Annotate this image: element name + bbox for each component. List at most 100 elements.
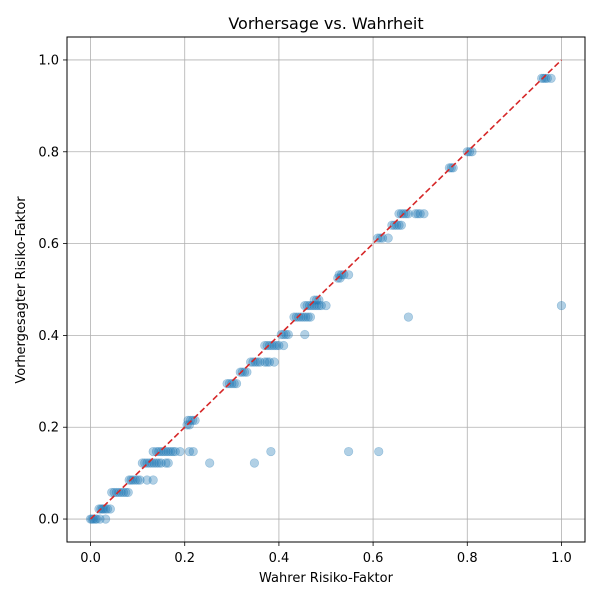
data-point <box>383 233 393 243</box>
data-point <box>170 446 180 457</box>
data-point <box>305 312 316 322</box>
data-point <box>302 300 312 311</box>
data-point <box>227 379 237 389</box>
data-point <box>249 458 260 468</box>
data-point <box>142 475 152 485</box>
y-tick-label: 0.4 <box>38 329 59 344</box>
y-tick-label: 0.0 <box>38 513 59 528</box>
x-tick-label: 0.0 <box>80 551 101 566</box>
data-point <box>339 270 349 280</box>
data-point <box>248 357 258 367</box>
data-point <box>184 446 195 457</box>
data-point <box>403 312 414 322</box>
data-point <box>137 458 147 468</box>
data-point <box>546 73 556 83</box>
data-point <box>97 504 107 514</box>
data-point <box>95 514 105 524</box>
data-point <box>260 357 270 367</box>
grid-layer <box>67 37 585 542</box>
x-ticks: 0.0 0.2 0.4 0.6 0.8 1.0 <box>80 542 572 566</box>
data-point <box>303 312 313 322</box>
data-point <box>166 446 176 457</box>
y-tick-label: 0.8 <box>38 145 59 160</box>
data-point <box>419 209 429 219</box>
data-point <box>88 514 98 524</box>
data-point <box>185 415 195 425</box>
data-point <box>269 357 279 367</box>
data-point <box>415 209 425 219</box>
data-point <box>396 220 406 230</box>
data-point <box>107 487 117 498</box>
data-point <box>175 446 185 457</box>
data-point <box>311 300 322 311</box>
x-tick-label: 1.0 <box>551 551 572 566</box>
data-point <box>242 367 252 377</box>
data-point <box>301 312 311 322</box>
data-point <box>335 273 345 283</box>
data-point <box>311 295 322 305</box>
data-point <box>101 514 111 524</box>
data-point <box>163 458 173 468</box>
data-point <box>448 163 458 173</box>
data-point <box>375 233 385 243</box>
reference-line-layer <box>89 59 563 520</box>
data-point <box>262 357 272 367</box>
data-point <box>269 340 279 351</box>
data-point <box>283 329 293 340</box>
data-point <box>344 446 354 457</box>
data-point <box>161 446 171 457</box>
points-layer <box>85 73 567 524</box>
data-point <box>231 379 242 389</box>
data-point <box>271 340 282 351</box>
data-point <box>105 504 115 514</box>
data-point <box>128 475 138 485</box>
data-point <box>279 340 289 351</box>
data-point <box>135 475 145 485</box>
data-point <box>87 514 97 524</box>
data-point <box>401 209 411 219</box>
y-tick-label: 0.2 <box>38 421 59 436</box>
data-point <box>188 446 198 457</box>
data-point <box>111 487 122 498</box>
y-tick-label: 1.0 <box>38 53 59 68</box>
data-point <box>316 300 326 311</box>
y-tick-label: 0.6 <box>38 237 59 252</box>
data-point <box>163 446 173 457</box>
data-point <box>396 209 406 219</box>
data-point <box>255 357 265 367</box>
data-point <box>264 357 275 367</box>
data-point <box>102 504 113 514</box>
data-point <box>144 458 155 468</box>
data-point <box>274 340 284 351</box>
data-point <box>276 329 286 340</box>
data-point <box>281 329 291 340</box>
data-point <box>444 163 454 173</box>
data-point <box>222 379 232 389</box>
data-point <box>161 458 171 468</box>
data-point <box>291 312 301 322</box>
data-point <box>262 340 272 351</box>
data-point <box>205 458 215 468</box>
data-point <box>133 475 143 485</box>
data-point <box>124 475 134 485</box>
data-point <box>467 147 477 157</box>
data-point <box>154 458 164 468</box>
data-point <box>148 475 158 485</box>
data-point <box>253 357 263 367</box>
x-tick-label: 0.6 <box>363 551 384 566</box>
y-ticks: 0.0 0.2 0.4 0.6 0.8 1.0 <box>38 53 67 528</box>
data-point <box>540 73 551 83</box>
data-point <box>123 487 133 498</box>
data-point <box>168 446 178 457</box>
data-point <box>307 300 317 311</box>
data-point <box>314 300 324 311</box>
data-point <box>99 504 109 514</box>
x-tick-label: 0.8 <box>457 551 478 566</box>
data-point <box>151 458 162 468</box>
data-point <box>389 220 399 230</box>
data-point <box>413 209 423 219</box>
data-point <box>334 270 344 280</box>
chart-title: Vorhersage vs. Wahrheit <box>228 14 423 33</box>
data-point <box>344 270 354 280</box>
